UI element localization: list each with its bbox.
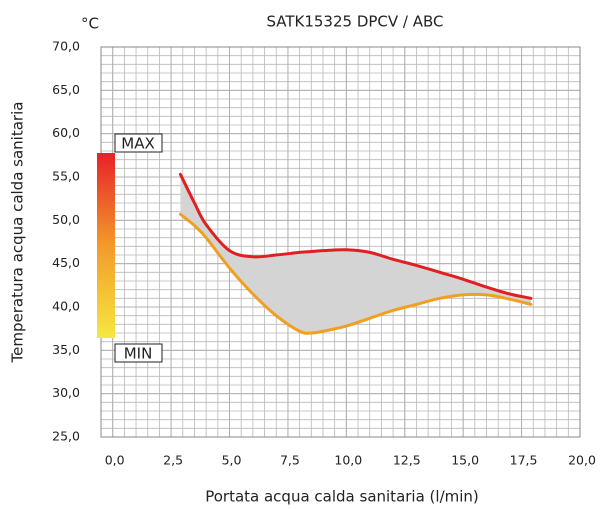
y-tick-label: 60,0: [52, 125, 80, 140]
scale-label-box: [114, 343, 163, 363]
y-tick-label: 35,0: [52, 342, 80, 357]
x-tick-label: 15,0: [451, 453, 479, 468]
x-tick-label: 10,0: [334, 453, 362, 468]
y-tick-label: 40,0: [52, 299, 80, 314]
y-tick-label: 30,0: [52, 385, 80, 400]
y-tick-label: 45,0: [52, 255, 80, 270]
y-tick-label: 50,0: [52, 212, 80, 227]
plot-border: [100, 46, 581, 438]
unit-label: °C: [81, 15, 99, 33]
band-fill: [180, 174, 531, 334]
scale-label: MIN: [124, 345, 153, 363]
chart-title: SATK15325 DPCV / ABC: [266, 13, 443, 31]
x-tick-label: 0,0: [105, 453, 125, 468]
color-scale: [97, 153, 115, 338]
x-tick-label: 2,5: [163, 453, 183, 468]
scale-label: MAX: [121, 135, 154, 153]
x-axis-title: Portata acqua calda sanitaria (l/min): [205, 488, 479, 506]
x-tick-label: 12,5: [393, 453, 421, 468]
y-tick-label: 25,0: [52, 429, 80, 444]
scale-label-box: [114, 133, 163, 153]
x-tick-label: 5,0: [222, 453, 242, 468]
series-line: [178, 172, 533, 300]
x-tick-label: 20,0: [568, 453, 596, 468]
y-tick-label: 65,0: [52, 82, 80, 97]
x-tick-label: 7,5: [280, 453, 300, 468]
x-tick-label: 17,5: [510, 453, 538, 468]
y-tick-label: 70,0: [52, 39, 80, 54]
series-line: [178, 212, 533, 335]
y-axis-title: Temperatura acqua calda sanitaria: [9, 102, 27, 364]
y-tick-label: 55,0: [52, 169, 80, 184]
